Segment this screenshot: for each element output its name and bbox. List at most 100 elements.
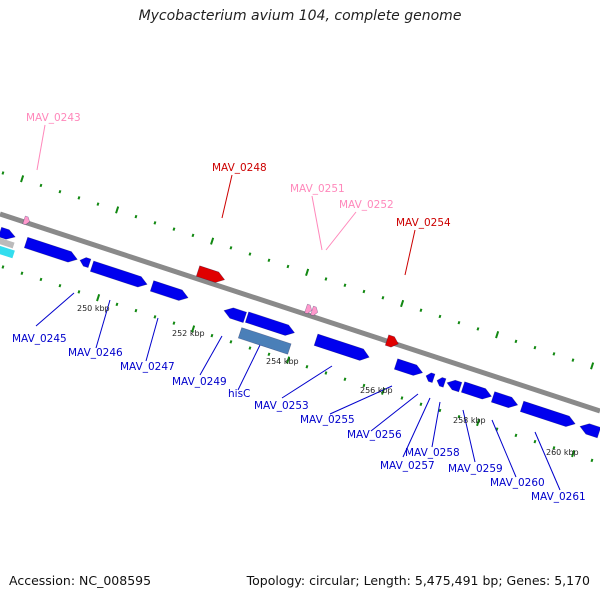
ruler-mark: [571, 450, 576, 458]
gene-arrow[interactable]: [0, 226, 17, 241]
ruler-mark: [191, 325, 196, 333]
ruler-mark: [153, 221, 157, 225]
gene-label[interactable]: MAV_0249: [172, 376, 227, 388]
pseudo-gene-arrow[interactable]: [310, 305, 320, 316]
leader-line: [221, 174, 233, 219]
ruler-mark: [286, 356, 291, 364]
leader-line: [36, 124, 46, 171]
ruler-mark: [267, 258, 271, 263]
gene-arrow-hisC[interactable]: [237, 327, 292, 355]
gene-label[interactable]: MAV_0258: [405, 447, 460, 459]
ruler-mark: [362, 289, 366, 294]
gene-label[interactable]: MAV_0251: [290, 183, 345, 195]
leader-line: [145, 317, 159, 362]
tick-label: 258 kbp: [453, 416, 486, 425]
ruler-mark: [495, 331, 500, 339]
gene-label[interactable]: MAV_0261: [531, 491, 586, 503]
map-title: Mycobacterium avium 104, complete genome: [138, 8, 462, 24]
ruler-mark: [381, 295, 385, 300]
gene-arrow[interactable]: [490, 391, 519, 411]
gene-arrow[interactable]: [79, 256, 92, 269]
leader-line: [325, 211, 357, 251]
gene-arrow[interactable]: [313, 333, 371, 363]
ruler-mark: [172, 321, 176, 325]
ruler-mark: [20, 175, 25, 183]
ruler-mark: [286, 264, 290, 269]
ruler-tick-labels: 250 kbp 252 kbp 254 kbp 256 kbp 258 kbp …: [77, 304, 579, 457]
rna-gene-arrow[interactable]: [384, 334, 400, 349]
leader-line: [311, 195, 323, 251]
ruler-mark: [438, 408, 442, 413]
gene-arrow[interactable]: [23, 236, 79, 264]
ruler-mark: [590, 458, 594, 463]
gene-label[interactable]: hisC: [228, 388, 250, 400]
gene-label[interactable]: MAV_0245: [12, 333, 67, 345]
ruler-mark: [552, 446, 556, 450]
ruler-track-upper: [1, 171, 595, 370]
gene-labels-above: MAV_0243 MAV_0248 MAV_0251 MAV_0252 MAV_…: [26, 112, 451, 229]
ruler-mark: [248, 346, 252, 350]
gene-label[interactable]: MAV_0253: [254, 400, 309, 412]
accession-text: Accession: NC_008595: [9, 573, 152, 588]
gene-label[interactable]: MAV_0243: [26, 112, 81, 124]
ruler-mark: [476, 327, 480, 331]
ruler-mark: [153, 315, 157, 319]
ruler-mark: [210, 333, 214, 338]
gene-label[interactable]: MAV_0248: [212, 162, 267, 174]
gene-label[interactable]: MAV_0247: [120, 361, 175, 373]
leader-line: [35, 292, 75, 327]
gene-partial-cyan[interactable]: [0, 245, 15, 259]
rna-gene-arrow[interactable]: [195, 265, 226, 285]
gene-arrow[interactable]: [578, 421, 600, 439]
leader-line: [237, 344, 261, 391]
leader-line: [281, 365, 333, 399]
gene-label[interactable]: MAV_0257: [380, 460, 435, 472]
ruler-mark: [39, 277, 43, 282]
tick-label: 252 kbp: [172, 329, 205, 338]
leader-line: [534, 431, 561, 491]
gene-label[interactable]: MAV_0246: [68, 347, 123, 359]
gene-arrow[interactable]: [445, 378, 463, 393]
ruler-mark: [267, 352, 271, 357]
gene-label[interactable]: MAV_0259: [448, 463, 503, 475]
leader-line: [491, 419, 517, 478]
ruler-mark: [438, 314, 442, 319]
topology-text: Topology: circular; Length: 5,475,491 bp…: [246, 573, 590, 588]
ruler-mark: [305, 365, 309, 369]
ruler-mark: [552, 352, 556, 356]
leader-line: [431, 401, 441, 448]
ruler-mark: [191, 233, 195, 238]
leader-line: [370, 393, 419, 432]
ruler-mark: [457, 320, 461, 325]
gene-arrow[interactable]: [436, 376, 447, 388]
label-leader-lines: [35, 124, 561, 491]
ruler-mark: [248, 252, 252, 256]
pseudo-gene-arrow[interactable]: [22, 215, 31, 225]
ruler-mark: [514, 339, 518, 344]
gene-arrow[interactable]: [519, 400, 577, 429]
ruler-mark: [96, 202, 100, 206]
gene-arrow[interactable]: [89, 260, 149, 290]
gene-arrow[interactable]: [460, 381, 493, 402]
leader-line: [462, 409, 476, 463]
ruler-mark: [514, 433, 518, 438]
gene-labels-below: MAV_0245 MAV_0246 MAV_0247 MAV_0249 hisC…: [12, 333, 586, 503]
ruler-mark: [210, 237, 215, 245]
gene-label[interactable]: MAV_0256: [347, 429, 402, 441]
gene-arrow[interactable]: [149, 280, 190, 303]
gene-arrow[interactable]: [393, 358, 424, 378]
gene-arrow[interactable]: [425, 372, 436, 384]
gene-label[interactable]: MAV_0255: [300, 414, 355, 426]
gene-label[interactable]: MAV_0260: [490, 477, 545, 489]
ruler-mark: [1, 171, 5, 175]
leader-line: [95, 299, 111, 349]
gene-partial-gray[interactable]: [0, 237, 15, 249]
gene-label[interactable]: MAV_0254: [396, 217, 451, 229]
gene-arrow[interactable]: [244, 311, 296, 338]
ruler-mark: [20, 271, 24, 275]
gene-label[interactable]: MAV_0252: [339, 199, 394, 211]
ruler-mark: [533, 345, 537, 350]
gene-arrow[interactable]: [222, 305, 247, 324]
pseudo-gene-arrow[interactable]: [304, 303, 314, 315]
